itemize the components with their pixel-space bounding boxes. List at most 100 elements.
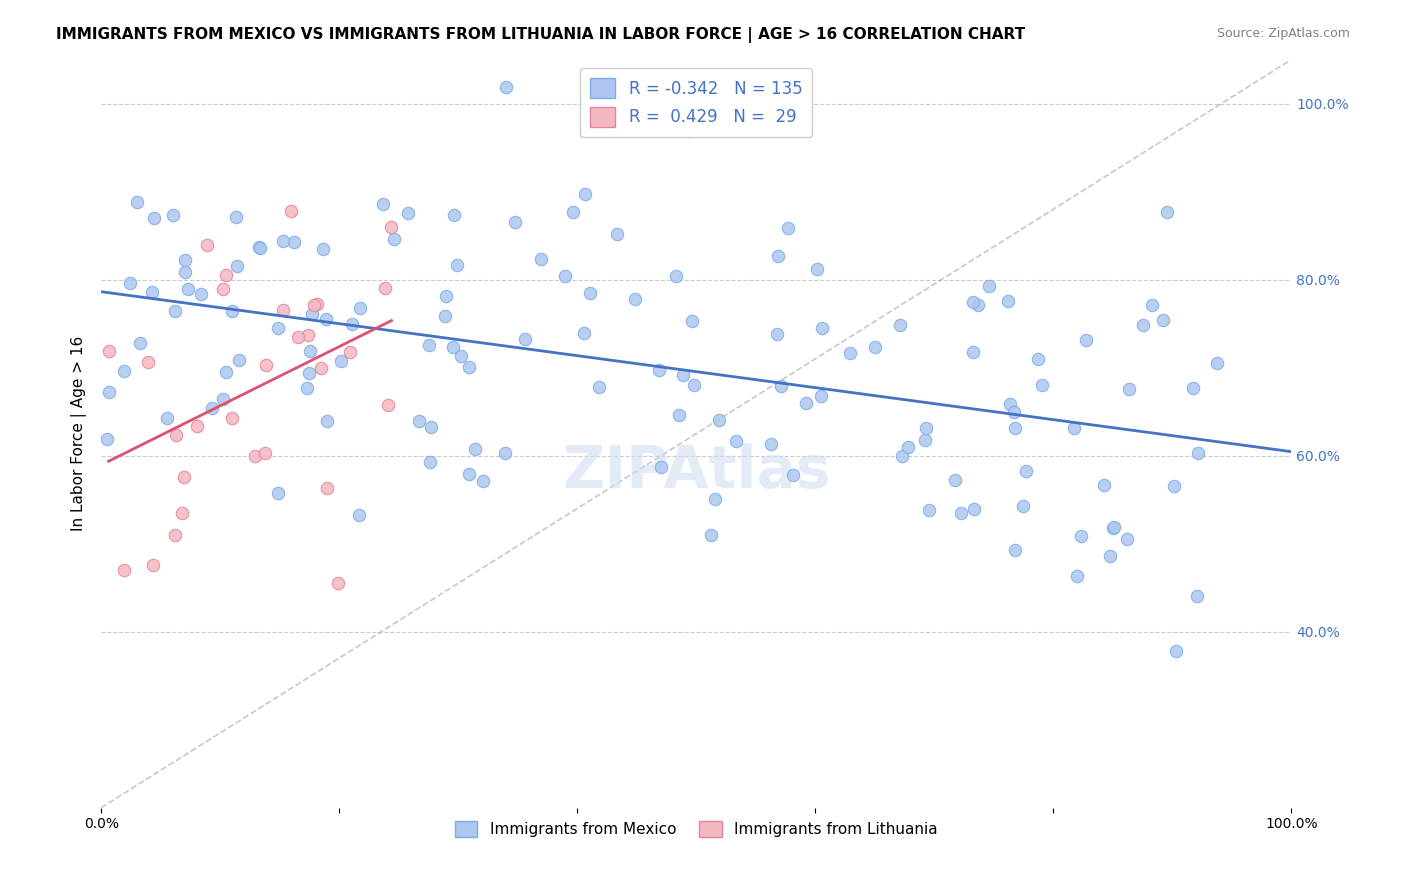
Point [918, 503, 941, 517]
Point [683, 377, 706, 392]
Point [225, 260, 247, 274]
Point [945, 473, 967, 487]
Point [806, 261, 828, 276]
Point [1187, 446, 1209, 460]
Point [349, 301, 371, 315]
Point [186, 418, 208, 433]
Point [309, 360, 332, 375]
Text: Source: ZipAtlas.com: Source: ZipAtlas.com [1216, 27, 1350, 40]
Point [1102, 521, 1125, 535]
Point [678, 124, 700, 138]
Point [326, 576, 349, 591]
Point [977, 279, 1000, 293]
Point [190, 286, 212, 301]
Point [839, 346, 862, 360]
Point [863, 340, 886, 354]
Point [434, 289, 457, 303]
Point [297, 328, 319, 343]
Point [307, 297, 329, 311]
Point [177, 282, 200, 296]
Point [915, 421, 938, 435]
Point [890, 449, 912, 463]
Text: ZIPAtlas: ZIPAtlas [562, 442, 831, 500]
Point [141, 285, 163, 299]
Point [253, 446, 276, 460]
Point [1156, 205, 1178, 219]
Point [648, 363, 671, 377]
Point [703, 491, 725, 506]
Point [200, 401, 222, 416]
Point [782, 467, 804, 482]
Point [724, 434, 747, 448]
Point [446, 258, 468, 272]
Point [434, 309, 457, 323]
Point [700, 528, 723, 542]
Point [420, 420, 443, 434]
Point [914, 433, 936, 447]
Point [889, 318, 911, 333]
Point [588, 380, 610, 394]
Point [513, 332, 536, 346]
Point [173, 253, 195, 268]
Point [297, 366, 319, 380]
Point [254, 358, 277, 372]
Point [1206, 356, 1229, 370]
Point [142, 211, 165, 225]
Point [142, 558, 165, 573]
Point [382, 232, 405, 246]
Point [668, 408, 690, 422]
Point [998, 397, 1021, 411]
Point [271, 302, 294, 317]
Point [554, 269, 576, 284]
Point [457, 359, 479, 374]
Point [312, 242, 335, 256]
Point [1164, 644, 1187, 658]
Point [950, 506, 973, 520]
Point [1181, 381, 1204, 395]
Point [458, 467, 481, 481]
Point [214, 366, 236, 380]
Point [574, 186, 596, 201]
Point [681, 314, 703, 328]
Point [129, 335, 152, 350]
Point [794, 396, 817, 410]
Point [709, 412, 731, 426]
Point [963, 501, 986, 516]
Point [247, 240, 270, 254]
Point [418, 338, 440, 352]
Point [299, 344, 322, 359]
Point [174, 265, 197, 279]
Point [529, 252, 551, 266]
Point [606, 227, 628, 241]
Point [165, 428, 187, 442]
Point [1116, 532, 1139, 546]
Point [212, 392, 235, 407]
Point [243, 449, 266, 463]
Point [280, 203, 302, 218]
Point [249, 241, 271, 255]
Point [1002, 405, 1025, 419]
Point [118, 277, 141, 291]
Point [316, 414, 339, 428]
Point [778, 220, 800, 235]
Point [1132, 318, 1154, 333]
Point [330, 354, 353, 368]
Point [266, 485, 288, 500]
Point [211, 282, 233, 296]
Point [962, 345, 984, 359]
Point [562, 205, 585, 219]
Point [266, 321, 288, 335]
Point [162, 208, 184, 222]
Point [1142, 297, 1164, 311]
Point [228, 352, 250, 367]
Point [173, 470, 195, 484]
Point [1104, 520, 1126, 534]
Point [1063, 421, 1085, 435]
Point [769, 379, 792, 393]
Point [1152, 312, 1174, 326]
Point [759, 436, 782, 450]
Point [505, 215, 527, 229]
Point [283, 235, 305, 249]
Point [396, 206, 419, 220]
Point [1004, 542, 1026, 557]
